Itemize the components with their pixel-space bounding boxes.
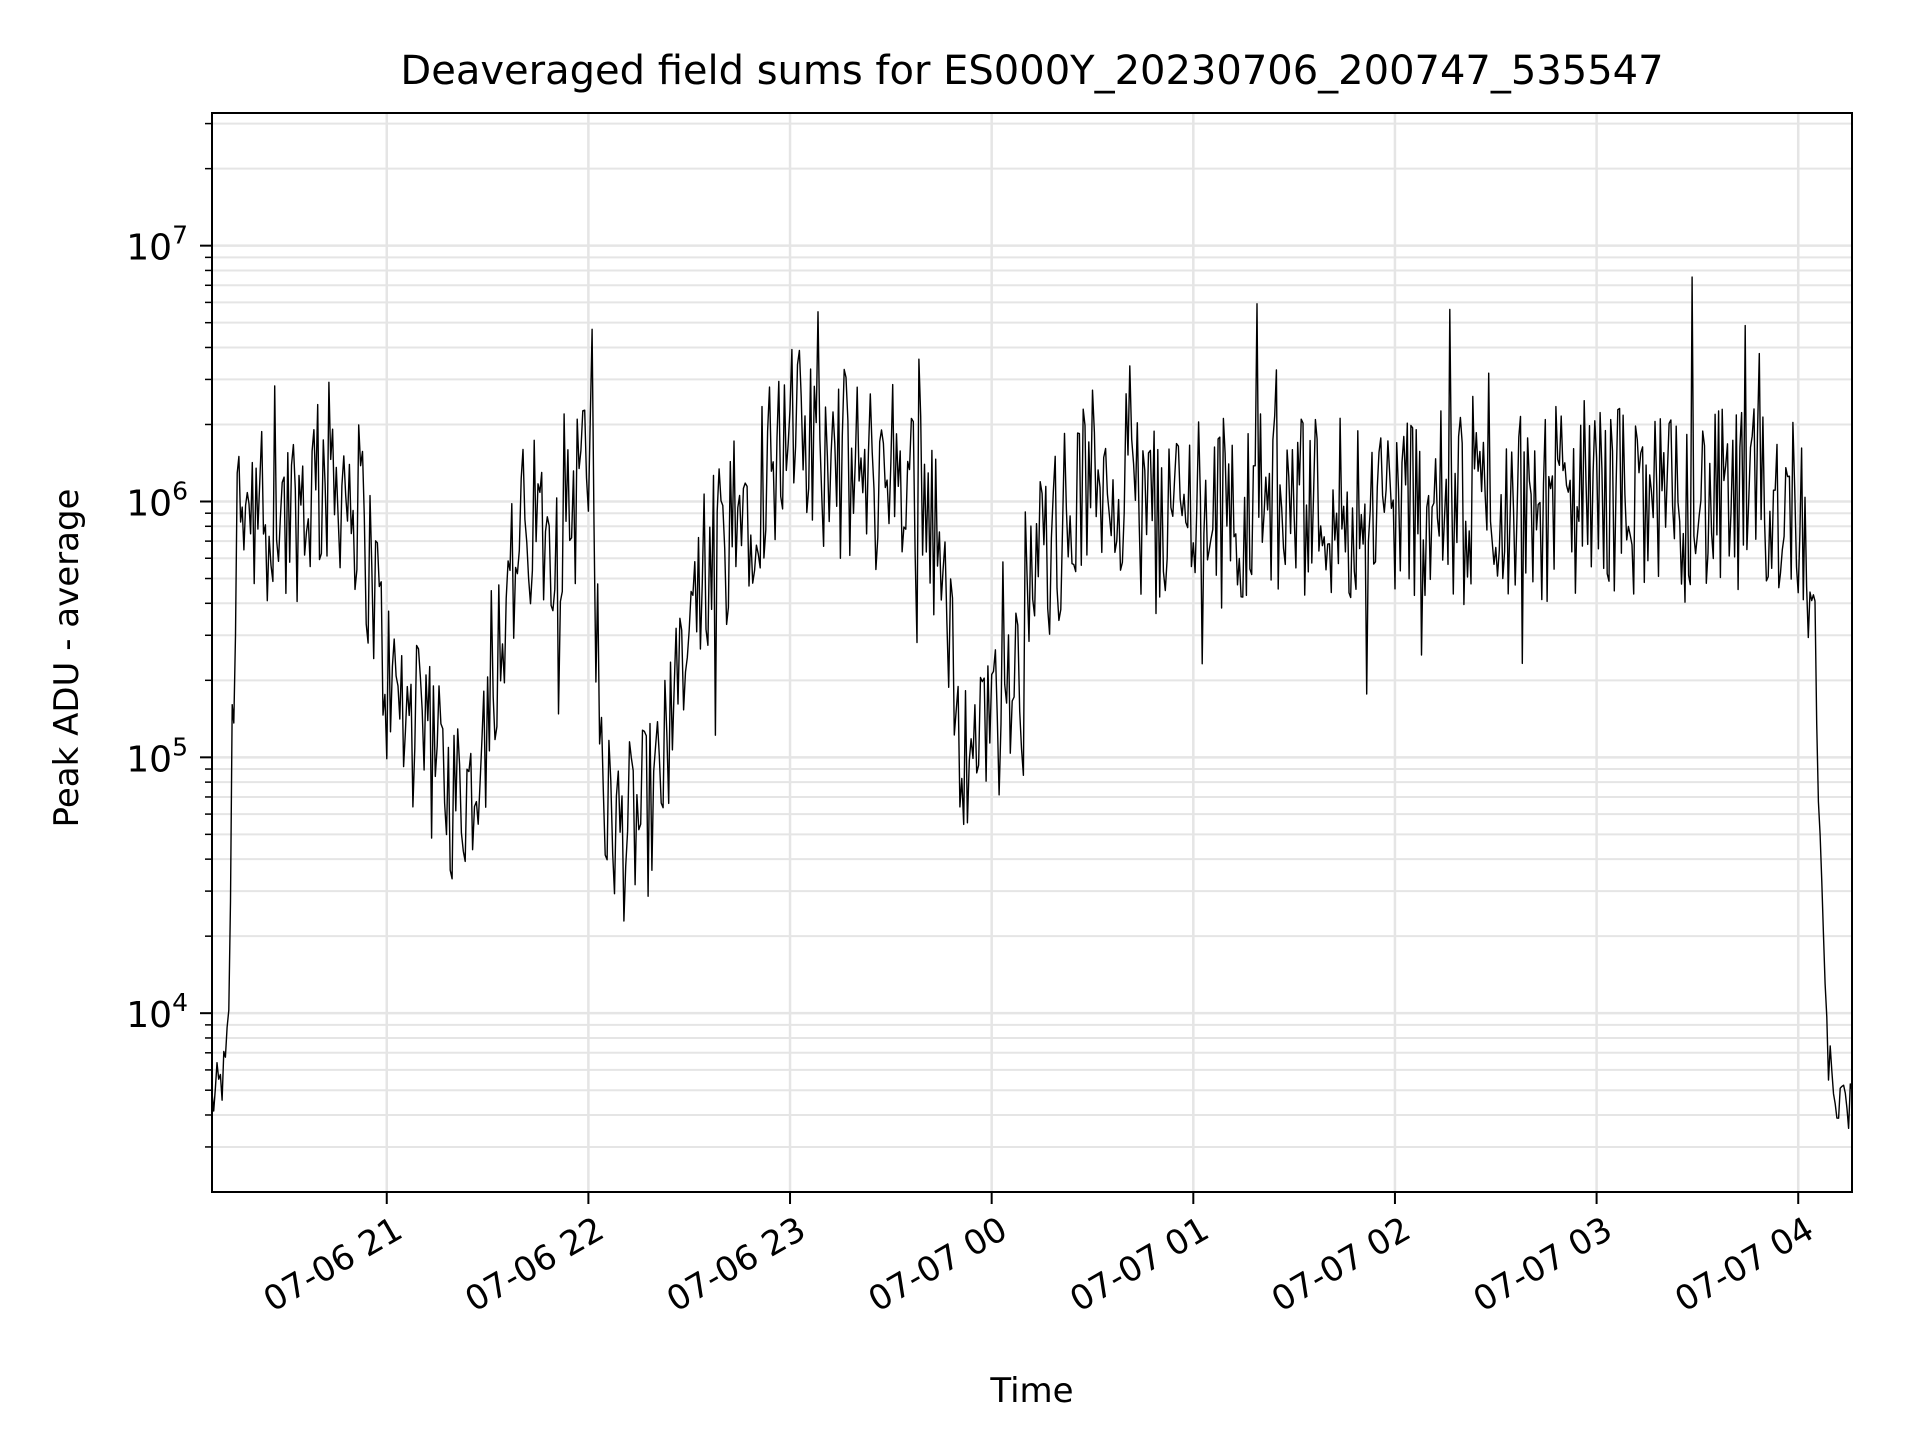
y-tick-label: 105 [126,732,188,780]
plot-frame [211,112,1853,1193]
y-tick-label: 107 [126,221,188,269]
y-tick-label: 104 [126,988,188,1036]
y-axis-label: Peak ADU - average [47,489,87,828]
series-line [211,276,1853,1129]
chart-title: Deaveraged field sums for ES000Y_2023070… [400,48,1663,94]
x-axis-label: Time [989,1371,1073,1411]
y-axis: 104 105 106 107 [126,122,212,1148]
y-tick-label: 106 [126,476,188,524]
series-layer [211,276,1853,1129]
